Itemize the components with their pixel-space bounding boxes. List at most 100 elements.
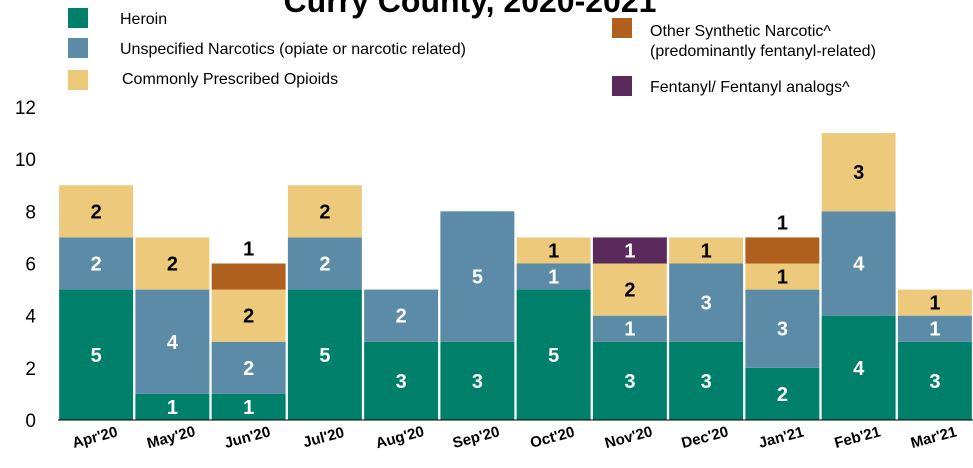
legend-label: Heroin: [120, 11, 168, 28]
data-label: 2: [396, 306, 407, 328]
bar-segment: [59, 237, 134, 290]
data-label: 1: [624, 240, 635, 262]
bar-segment: [669, 237, 744, 264]
legend-swatch: [68, 70, 88, 90]
bar-segment: [211, 289, 286, 342]
legend-swatch: [68, 8, 88, 28]
data-label: 3: [472, 371, 483, 393]
data-label: 1: [929, 319, 940, 341]
bar-segment: [287, 185, 362, 238]
bar-segment: [592, 237, 667, 264]
data-label: 2: [243, 358, 254, 380]
data-label: 3: [701, 371, 712, 393]
data-label: 4: [167, 332, 179, 354]
bar-segment: [592, 315, 667, 342]
bar-segment: [364, 341, 439, 420]
legend-swatch: [612, 76, 632, 96]
bar-segment: [135, 237, 210, 290]
x-tick-label: Aug'20: [374, 423, 426, 452]
data-label: 2: [91, 254, 102, 276]
legend-label: Commonly Prescribed Opioids: [122, 71, 339, 88]
bar-segment: [821, 133, 896, 212]
bar-segment: [745, 237, 820, 264]
data-label: 2: [243, 306, 254, 328]
legend-label: Other Synthetic Narcotic^ (predominantly…: [650, 23, 876, 60]
data-label: 2: [624, 280, 635, 302]
x-tick-label: Nov'20: [603, 423, 654, 452]
x-tick-label: Jan'21: [757, 423, 806, 451]
bar-segment: [211, 393, 286, 420]
bar-segment: [745, 263, 820, 290]
data-label: 2: [319, 201, 330, 223]
y-tick-label: 10: [15, 150, 36, 171]
data-label: 2: [91, 201, 102, 223]
data-label: 5: [548, 345, 559, 367]
data-label: 2: [319, 254, 330, 276]
data-label: 1: [777, 267, 788, 289]
data-label: 1: [548, 267, 559, 289]
data-label: 1: [701, 240, 712, 262]
data-label: 1: [243, 239, 254, 261]
data-label: 1: [243, 397, 254, 419]
bar-segment: [897, 341, 972, 420]
legend-swatch: [612, 18, 632, 38]
data-label: 1: [167, 397, 178, 419]
x-tick-label: Dec'20: [680, 423, 731, 452]
data-label: 5: [472, 267, 483, 289]
bar-segment: [135, 289, 210, 394]
bar-segment: [669, 263, 744, 342]
data-label: 1: [624, 319, 635, 341]
x-tick-label: Oct'20: [528, 424, 576, 452]
legend-label: Unspecified Narcotics (opiate or narcoti…: [120, 41, 466, 58]
data-label: 1: [548, 240, 559, 262]
data-label: 1: [777, 212, 788, 234]
bar-segment: [669, 341, 744, 420]
bar-segment: [592, 263, 667, 316]
bar-segment: [440, 341, 515, 420]
data-label: 4: [853, 358, 865, 380]
legend-swatch: [68, 38, 88, 58]
bar-segment: [364, 289, 439, 342]
y-tick-label: 12: [15, 98, 36, 119]
data-label: 3: [929, 371, 940, 393]
bar-segment: [592, 341, 667, 420]
data-label: 3: [853, 162, 864, 184]
data-label: 2: [167, 254, 178, 276]
bar-segment: [897, 315, 972, 342]
data-label: 1: [929, 293, 940, 315]
bar-segment: [287, 237, 362, 290]
bar-segment: [59, 185, 134, 238]
y-tick-label: 2: [25, 359, 36, 380]
data-label: 2: [777, 384, 788, 406]
x-tick-label: May'20: [145, 423, 197, 452]
bar-segment: [516, 237, 591, 264]
data-label: 3: [701, 293, 712, 315]
x-tick-label: Sep'20: [451, 423, 502, 452]
bar-segment: [135, 393, 210, 420]
x-tick-label: Mar'21: [909, 423, 959, 452]
data-label: 3: [624, 371, 635, 393]
data-label: 5: [319, 345, 330, 367]
y-tick-label: 0: [25, 411, 36, 432]
bar-segment: [745, 289, 820, 368]
bar-segment: [745, 367, 820, 420]
legend-label: Fentanyl/ Fentanyl analogs^: [650, 79, 850, 96]
x-tick-label: Feb'21: [833, 423, 883, 452]
bar-segment: [211, 263, 286, 290]
bar-segment: [287, 289, 362, 420]
chart-title: Curry County, 2020-2021: [284, 0, 657, 19]
data-label: 3: [777, 319, 788, 341]
x-tick-label: Jun'20: [223, 423, 273, 452]
bar-segment: [516, 289, 591, 420]
x-tick-label: Apr'20: [70, 423, 119, 451]
bar-segment: [897, 289, 972, 316]
bar-segment: [516, 263, 591, 290]
data-label: 3: [396, 371, 407, 393]
y-tick-label: 4: [25, 307, 36, 328]
y-tick-label: 8: [25, 202, 36, 223]
bar-segment: [211, 341, 286, 394]
bar-segment: [821, 315, 896, 420]
data-label: 5: [91, 345, 102, 367]
y-tick-label: 6: [25, 255, 36, 276]
